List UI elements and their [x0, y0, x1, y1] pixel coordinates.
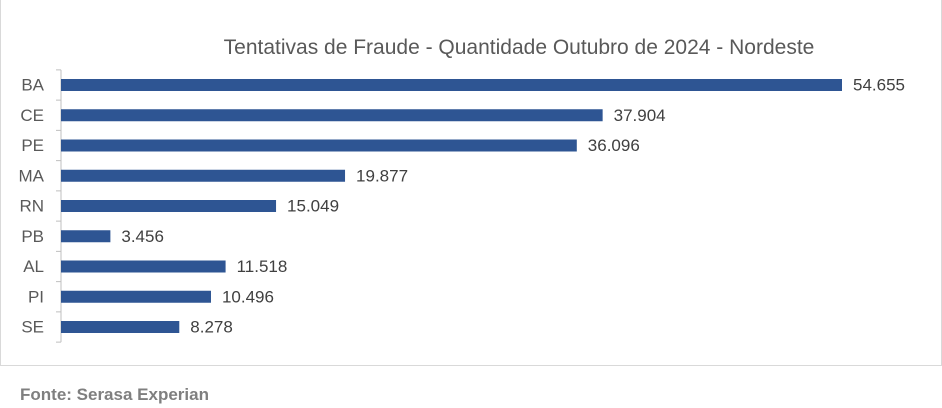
bar-pb [61, 230, 111, 243]
value-label-pb: 3.456 [121, 227, 164, 246]
bar-ba [61, 79, 842, 91]
category-label-rn: RN [19, 197, 44, 216]
value-label-al: 11.518 [237, 257, 288, 276]
bar-rn [61, 200, 277, 212]
value-label-ce: 37.904 [614, 106, 666, 125]
value-label-ma: 19.877 [356, 166, 408, 185]
bar-ma [61, 169, 346, 182]
value-label-pi: 10.496 [222, 287, 274, 306]
value-label-pe: 36.096 [588, 136, 640, 155]
value-label-se: 8.278 [190, 318, 233, 337]
bar-chart: BA CE PE MA RN PB AL PI SE 54.655 37.904 36.096 19.… [19, 69, 905, 343]
category-label-se: SE [21, 318, 44, 337]
bar-pi [61, 290, 211, 303]
bar-al [61, 260, 226, 273]
source-note: Fonte: Serasa Experian [20, 385, 209, 404]
value-label-rn: 15.049 [287, 197, 339, 216]
value-label-ba: 54.655 [853, 76, 905, 95]
category-label-ba: BA [21, 76, 44, 95]
category-label-pb: PB [21, 227, 44, 246]
category-label-pi: PI [28, 287, 44, 306]
category-label-ce: CE [20, 106, 44, 125]
category-label-al: AL [23, 257, 44, 276]
chart-title: Tentativas de Fraude - Quantidade Outubr… [223, 36, 815, 59]
category-label-pe: PE [21, 136, 44, 155]
category-label-ma: MA [19, 166, 45, 185]
bar-se [61, 321, 180, 333]
bar-pe [61, 139, 577, 152]
chart-frame [0, 0, 942, 366]
bar-ce [61, 109, 603, 122]
